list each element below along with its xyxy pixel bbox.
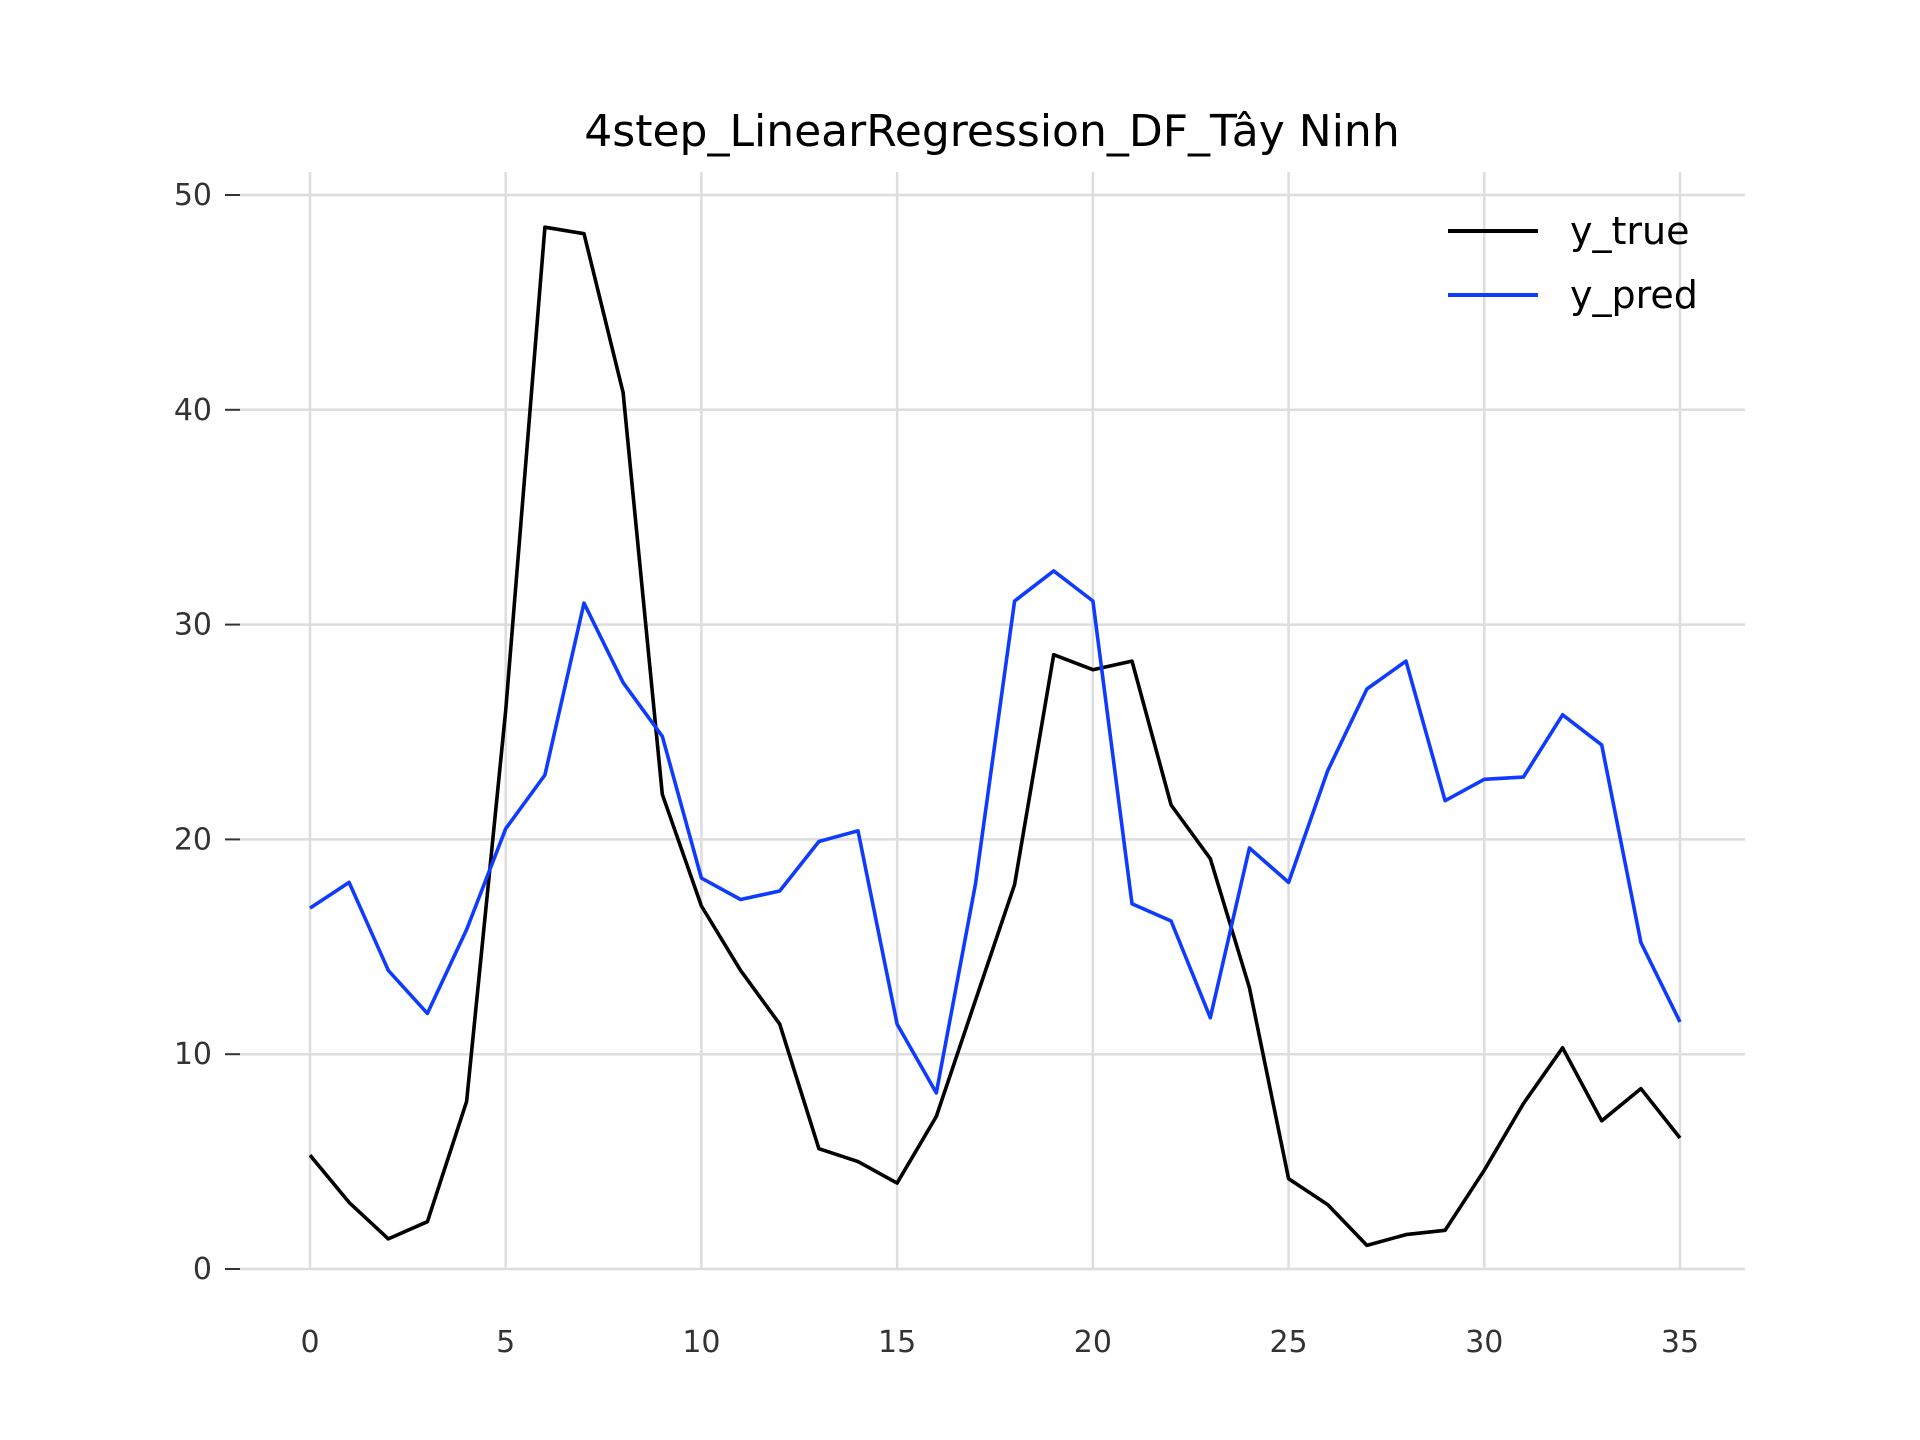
y-tick-label: 20 (174, 822, 212, 857)
y-tick-label: 10 (174, 1037, 212, 1072)
y-tick-label: 0 (193, 1252, 212, 1287)
y-axis: 0 10 20 30 40 50 (174, 178, 240, 1287)
series-line-y-pred (309, 569, 1682, 1095)
x-tick-label: 25 (1269, 1325, 1307, 1360)
series-line-y-true (308, 225, 1682, 1248)
x-tick-label: 0 (300, 1325, 319, 1360)
x-tick-label: 10 (682, 1325, 720, 1360)
series-layer (308, 225, 1682, 1248)
x-tick-label: 30 (1465, 1325, 1503, 1360)
y-tick-label: 30 (174, 608, 212, 643)
chart-title: 4step_LinearRegression_DF_Tây Ninh (584, 106, 1399, 157)
grid (240, 172, 1745, 1271)
legend-label-y-true: y_true (1570, 209, 1689, 253)
x-tick-label: 5 (496, 1325, 515, 1360)
legend-label-y-pred: y_pred (1570, 273, 1698, 317)
x-tick-label: 15 (878, 1325, 916, 1360)
x-axis: 0 5 10 15 20 25 30 35 (300, 1325, 1699, 1360)
x-tick-label: 35 (1661, 1325, 1699, 1360)
y-tick-label: 40 (174, 393, 212, 428)
legend: y_true y_pred (1448, 209, 1698, 317)
x-tick-label: 20 (1074, 1325, 1112, 1360)
y-tick-label: 50 (174, 178, 212, 213)
